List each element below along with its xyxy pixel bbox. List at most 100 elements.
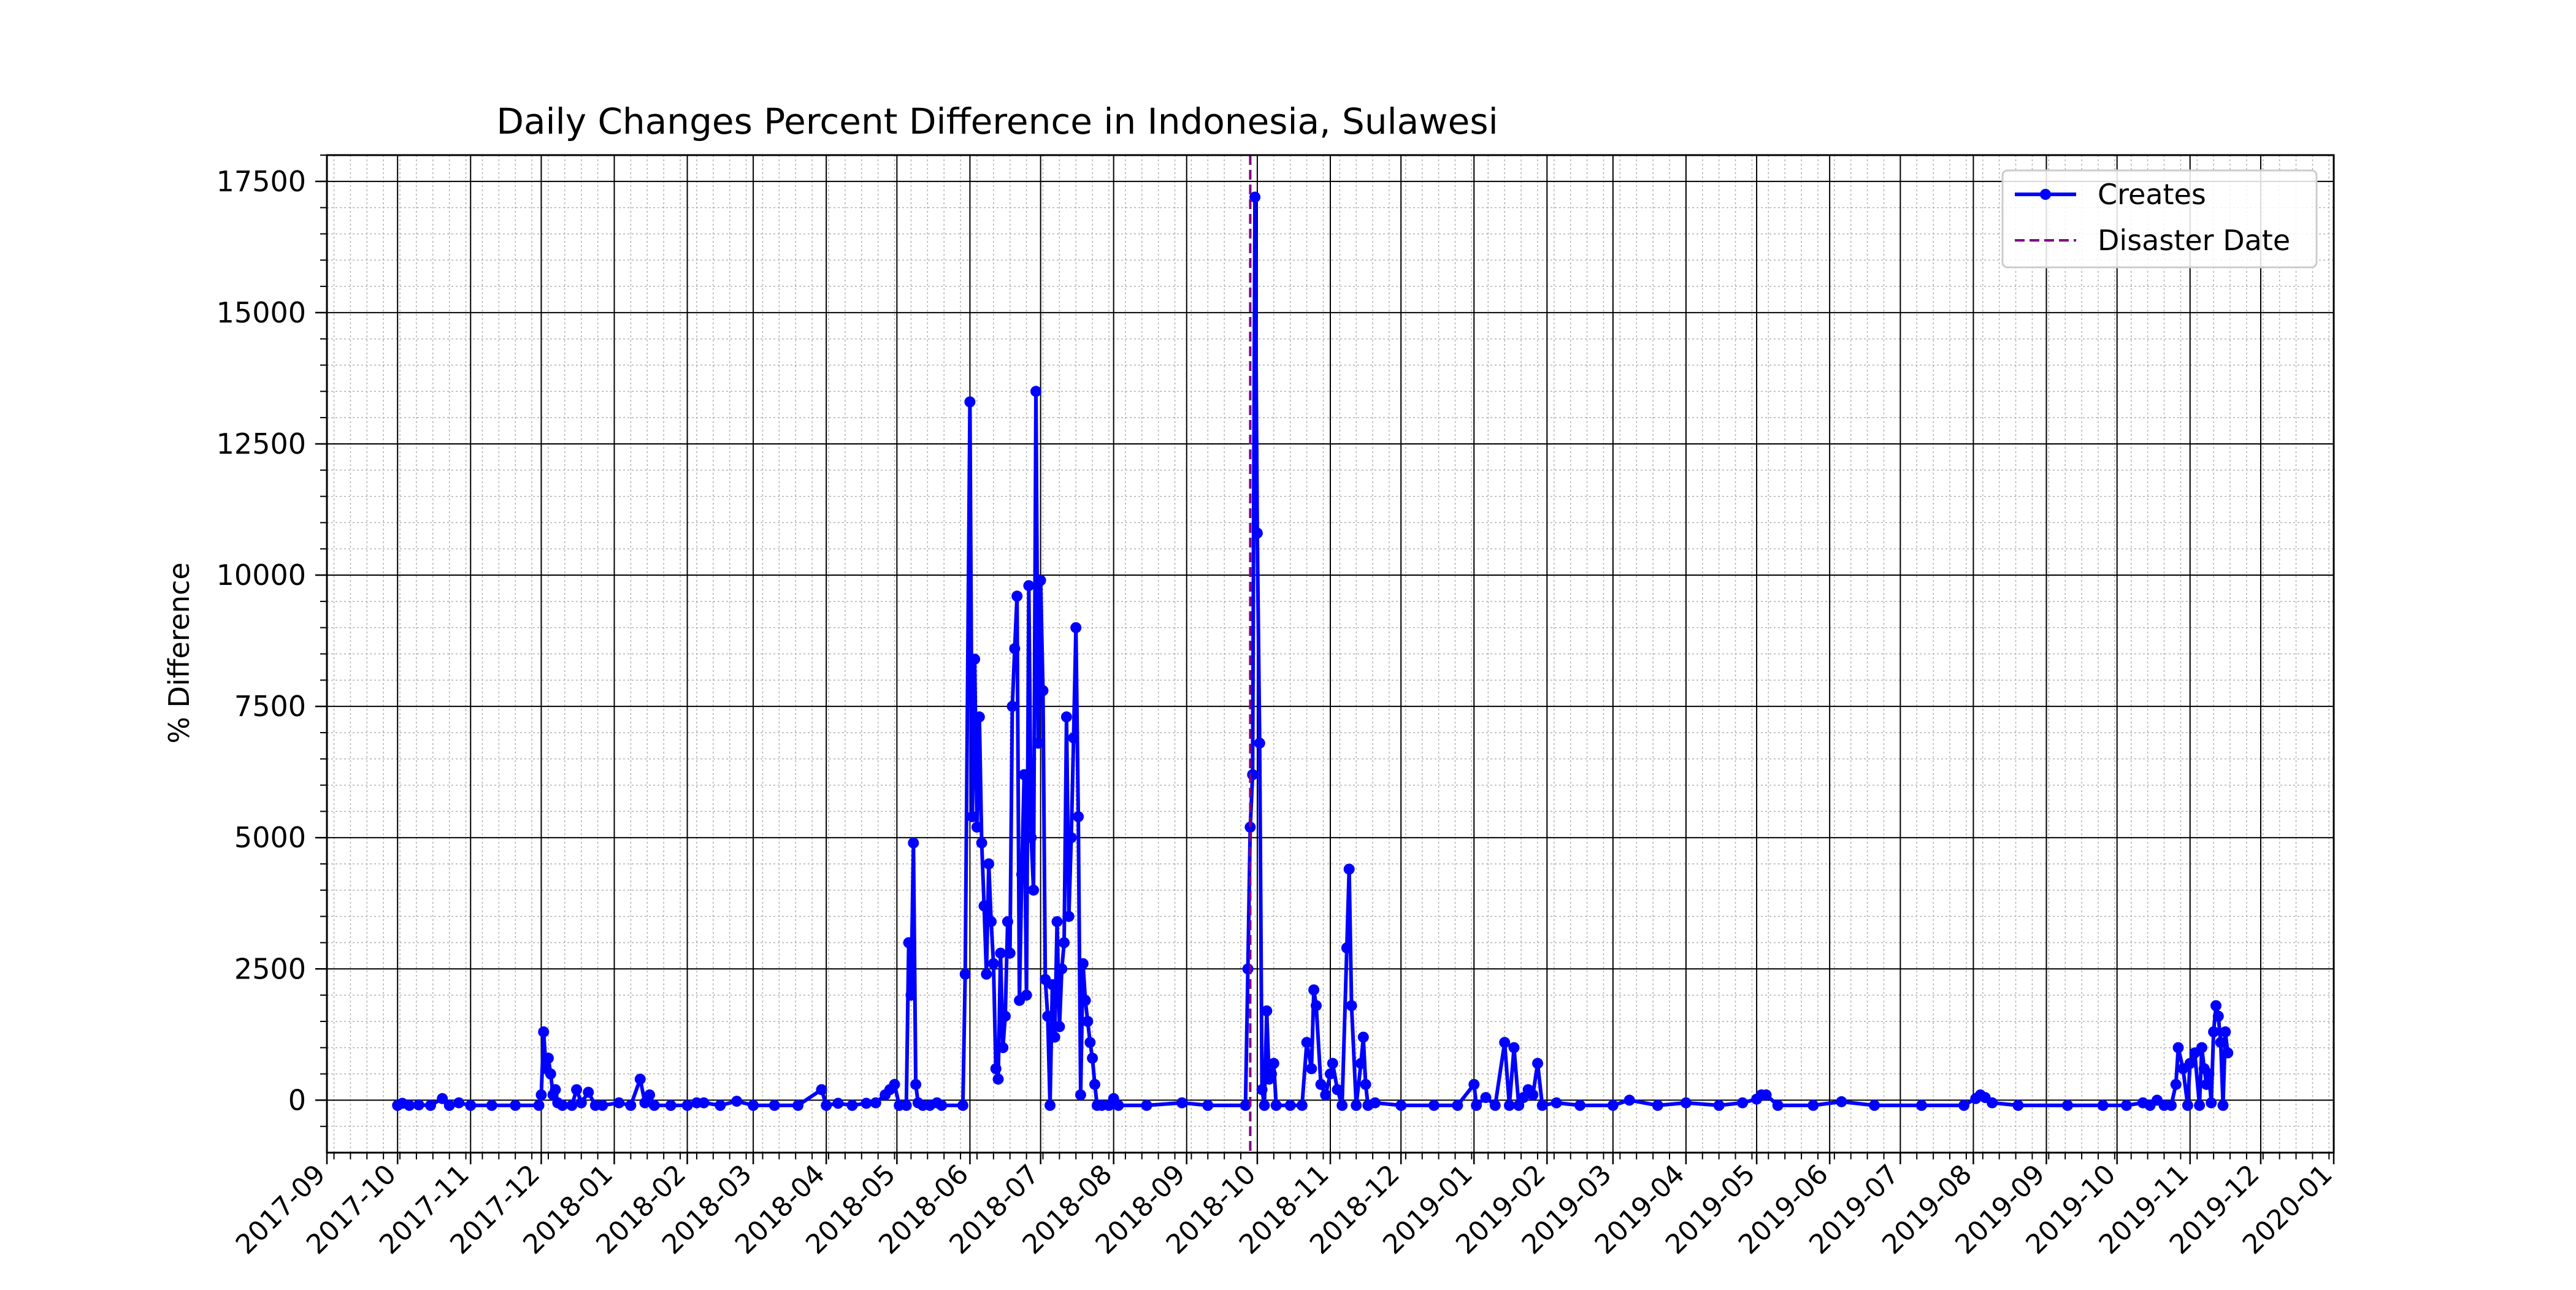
creates-data-point xyxy=(443,1099,455,1111)
legend: Creates Disaster Date xyxy=(2001,169,2318,269)
creates-data-point xyxy=(2166,1099,2177,1111)
creates-data-point xyxy=(1680,1097,1692,1109)
creates-data-point xyxy=(983,858,995,869)
creates-data-point xyxy=(2184,1058,2196,1069)
creates-data-point xyxy=(634,1074,646,1085)
creates-data-point xyxy=(465,1099,477,1111)
creates-data-point xyxy=(1021,990,1032,1001)
creates-data-point xyxy=(1242,963,1254,975)
creates-data-point xyxy=(1089,1078,1100,1090)
creates-data-point xyxy=(2170,1078,2182,1090)
creates-data-point xyxy=(1357,1031,1369,1043)
creates-data-point xyxy=(846,1099,858,1111)
chart-title: Daily Changes Percent Difference in Indo… xyxy=(496,101,1498,142)
creates-data-point xyxy=(583,1086,594,1098)
creates-data-point xyxy=(1341,942,1352,953)
creates-data-point xyxy=(2208,1026,2220,1037)
creates-data-point xyxy=(538,1026,550,1037)
y-axis-label: % Difference xyxy=(163,562,196,743)
creates-data-point xyxy=(2097,1099,2109,1111)
creates-data-point xyxy=(1266,1068,1277,1080)
creates-data-point xyxy=(2194,1099,2206,1111)
creates-data-point xyxy=(997,1042,1009,1053)
creates-data-point xyxy=(1202,1099,1214,1111)
creates-data-point xyxy=(992,1074,1004,1085)
creates-data-point xyxy=(1306,1063,1317,1074)
creates-data-point xyxy=(1030,386,1041,397)
creates-data-point xyxy=(1551,1097,1562,1109)
creates-data-point xyxy=(681,1099,693,1111)
creates-data-point xyxy=(1713,1099,1725,1111)
creates-data-point xyxy=(1084,1037,1096,1048)
creates-data-point xyxy=(597,1099,608,1111)
creates-data-point xyxy=(648,1099,660,1111)
creates-data-point xyxy=(2217,1099,2229,1111)
y-tick-label: 12500 xyxy=(217,427,306,460)
creates-data-point xyxy=(1113,1099,1124,1111)
creates-data-point xyxy=(1049,1031,1060,1043)
creates-data-point xyxy=(769,1099,780,1111)
creates-data-point xyxy=(1737,1097,1749,1109)
creates-data-point xyxy=(1059,937,1070,948)
creates-data-point xyxy=(550,1084,561,1096)
creates-data-point xyxy=(1284,1099,1296,1111)
creates-data-point xyxy=(1301,1037,1313,1048)
creates-data-point xyxy=(987,958,999,969)
y-tick-label: 5000 xyxy=(234,821,306,854)
creates-data-point xyxy=(1256,1084,1268,1096)
creates-data-point xyxy=(959,968,971,980)
creates-data-point xyxy=(1320,1089,1332,1101)
creates-data-point xyxy=(1508,1042,1520,1053)
creates-data-point xyxy=(1073,811,1084,822)
creates-data-point xyxy=(2220,1026,2231,1037)
creates-data-point xyxy=(1016,869,1027,880)
creates-data-point xyxy=(1261,1005,1273,1017)
creates-data-point xyxy=(1042,1010,1054,1022)
creates-data-point xyxy=(1051,916,1063,928)
creates-data-point xyxy=(1607,1099,1619,1111)
creates-data-point xyxy=(1296,1099,1308,1111)
creates-data-point xyxy=(971,822,983,833)
creates-data-point xyxy=(1054,1021,1065,1032)
creates-data-point xyxy=(976,837,987,849)
series-layer xyxy=(392,155,2234,1153)
creates-data-point xyxy=(978,900,990,912)
creates-data-point xyxy=(936,1099,948,1111)
creates-data-point xyxy=(1251,527,1263,539)
creates-data-point xyxy=(2203,1068,2215,1080)
creates-data-point xyxy=(2212,1010,2224,1022)
creates-data-point xyxy=(792,1099,804,1111)
creates-data-point xyxy=(1480,1092,1492,1104)
creates-data-point xyxy=(557,1099,568,1111)
creates-data-point xyxy=(2062,1099,2073,1111)
creates-data-point xyxy=(665,1099,677,1111)
legend-label-creates: Creates xyxy=(2098,178,2206,211)
creates-data-point xyxy=(1141,1099,1152,1111)
creates-data-point xyxy=(889,1078,900,1090)
creates-data-point xyxy=(2182,1099,2193,1111)
creates-data-point xyxy=(1176,1097,1188,1109)
creates-data-point xyxy=(425,1099,436,1111)
creates-data-point xyxy=(571,1084,583,1096)
creates-data-point xyxy=(1244,822,1256,833)
creates-data-point xyxy=(1499,1037,1511,1048)
creates-data-point xyxy=(821,1099,832,1111)
creates-data-point xyxy=(870,1097,881,1109)
legend-label-disaster-date: Disaster Date xyxy=(2098,224,2290,257)
y-tick-label: 15000 xyxy=(217,296,306,329)
creates-data-point xyxy=(1268,1058,1279,1069)
creates-data-point xyxy=(543,1052,554,1064)
creates-data-point xyxy=(1046,979,1058,990)
creates-data-point xyxy=(1075,1089,1086,1101)
creates-data-point xyxy=(910,1078,922,1090)
creates-data-point xyxy=(1772,1099,1784,1111)
creates-data-point xyxy=(1009,643,1021,654)
y-tick-label: 10000 xyxy=(217,559,306,592)
creates-data-point xyxy=(1836,1096,1847,1107)
creates-data-point xyxy=(545,1068,556,1080)
creates-data-point xyxy=(957,1099,968,1111)
creates-data-point xyxy=(1489,1099,1501,1111)
creates-data-point xyxy=(1652,1099,1663,1111)
